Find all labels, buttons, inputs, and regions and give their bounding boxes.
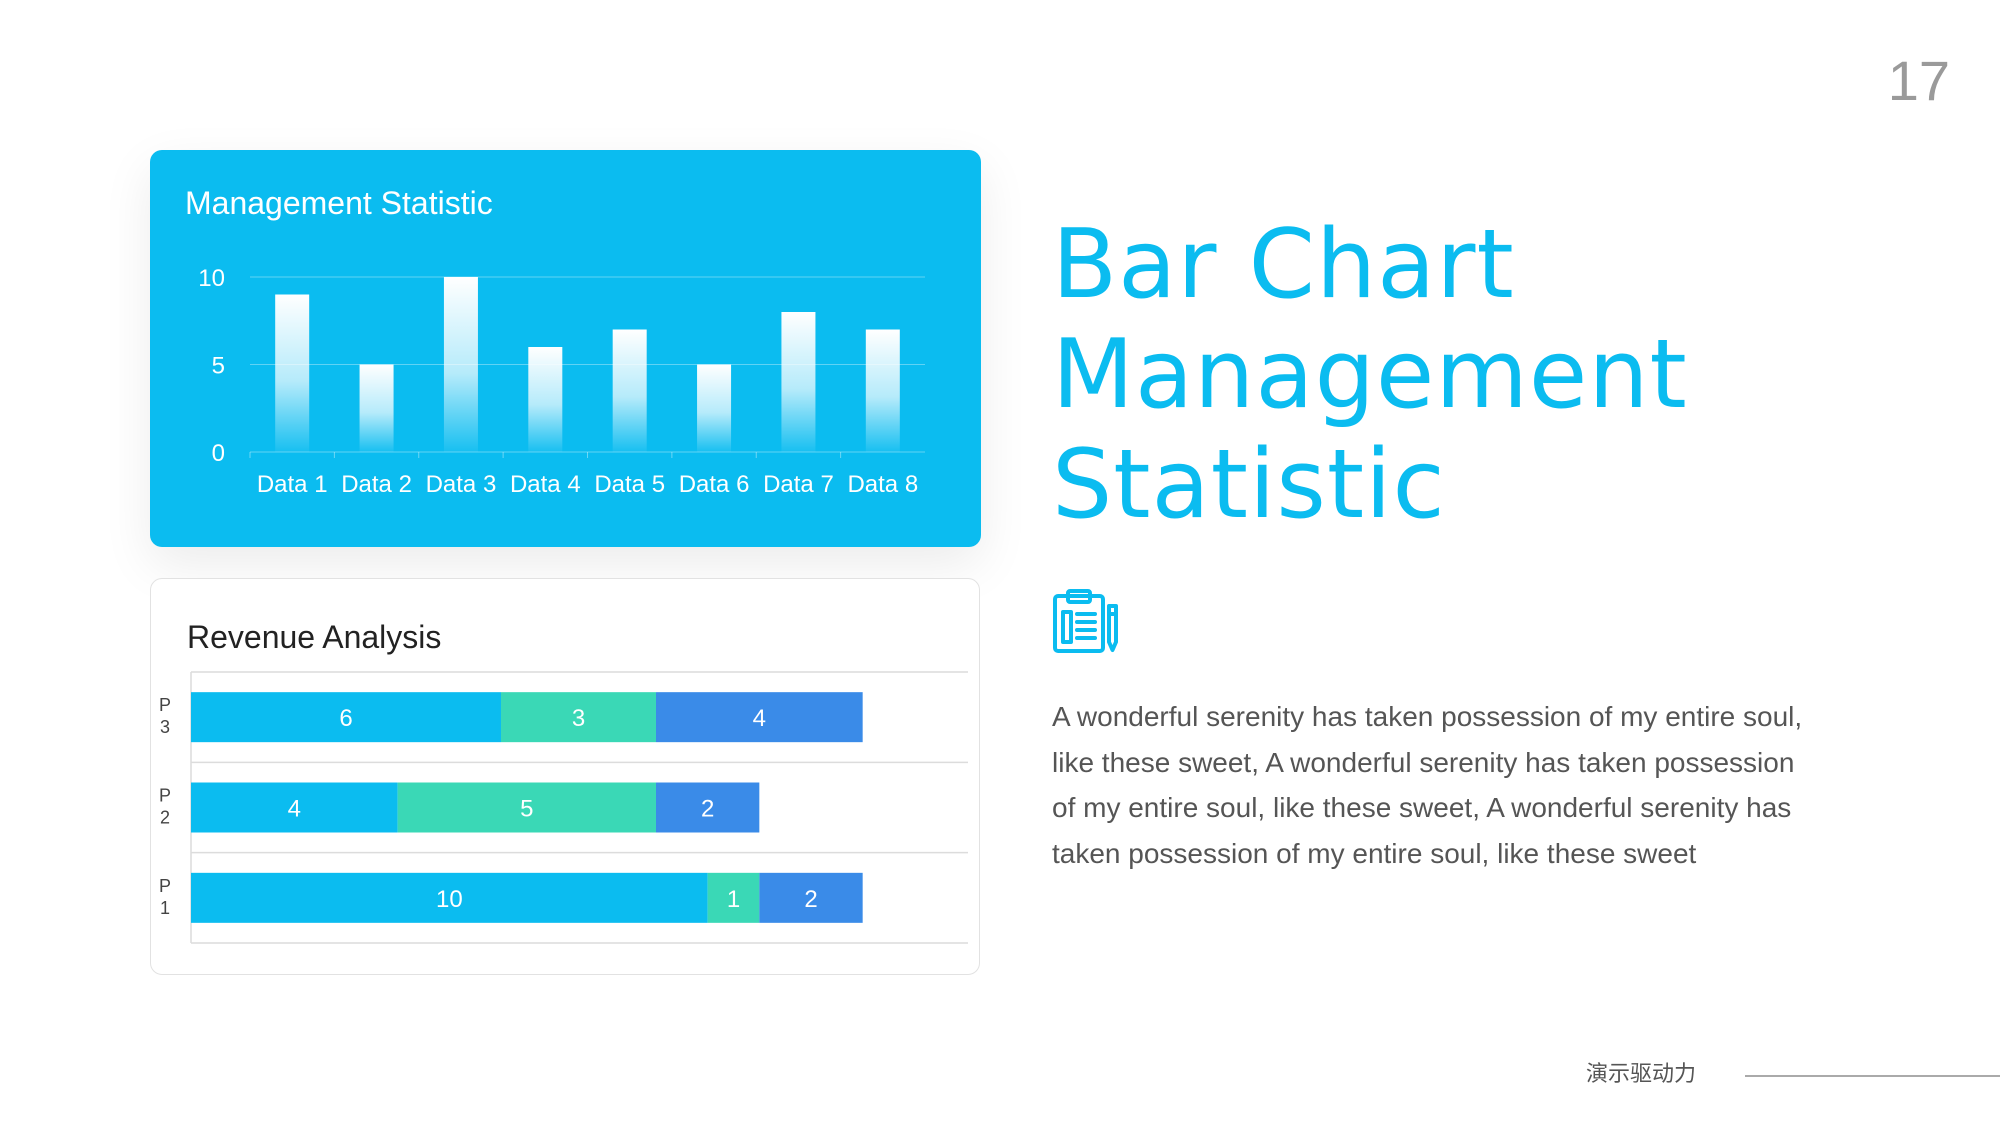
title-line-3: Statistic	[1052, 430, 1446, 540]
x-tick-label: Data 1	[257, 471, 328, 498]
description-paragraph: A wonderful serenity has taken possessio…	[1052, 701, 1803, 869]
footer-label: 演示驱动力	[1586, 1062, 1697, 1087]
page-number: 17	[1887, 49, 1950, 112]
clipboard-pencil-icon	[1052, 588, 1120, 659]
title-line-2: Management	[1052, 320, 1688, 430]
bar	[528, 347, 563, 452]
revenue-chart-title: Revenue Analysis	[187, 619, 442, 655]
y-tick-label: 3	[160, 717, 170, 737]
data-label: 3	[572, 705, 585, 732]
page-title: Bar Chart Management Statistic	[1052, 210, 1952, 540]
revenue-analysis-card: Revenue Analysis P 1 10 1 2 P 2 4 5 2 P 3 6 3 4	[150, 578, 980, 975]
bar-segment	[707, 872, 760, 923]
data-label: 5	[520, 796, 533, 823]
footer-divider	[1745, 1075, 2000, 1077]
x-tick-label: Data 3	[426, 471, 497, 498]
bar	[781, 312, 816, 452]
y-tick-label: 5	[212, 353, 225, 380]
x-tick-label: Data 5	[594, 471, 665, 498]
y-tick-label: P	[159, 695, 171, 715]
bar	[359, 364, 394, 452]
bar-segment	[656, 782, 760, 833]
bar-segment	[759, 872, 863, 923]
y-tick-label: 0	[212, 440, 225, 467]
y-tick-label: 2	[160, 808, 170, 828]
bar	[865, 329, 900, 452]
revenue-stacked-bar-chart: P1 10 1 2P2 4 5 2P3 6 3 4	[159, 671, 968, 944]
management-statistic-card: Management Statistic 0 5 10 Data 1 Data 2 Dat…	[150, 150, 981, 547]
data-label: 1	[727, 886, 740, 913]
bar-segment	[397, 782, 656, 833]
data-label: 6	[339, 705, 352, 732]
x-tick-label: Data 7	[763, 471, 834, 498]
management-bar-chart: 0 5 10 Data 1 Data 2 Data 3 Data 4 Data 5 Data 6…	[198, 265, 925, 498]
x-tick-label: Data 2	[341, 471, 412, 498]
bar	[275, 294, 310, 452]
bar-segment	[656, 692, 863, 743]
management-chart-title: Management Statistic	[185, 185, 493, 221]
bar-segment	[191, 872, 708, 923]
x-tick-label: Data 6	[679, 471, 750, 498]
y-tick-label: P	[159, 786, 171, 806]
y-tick-label: 10	[198, 265, 225, 292]
bar-segment	[191, 782, 398, 833]
x-tick-label: Data 8	[847, 471, 918, 498]
data-label: 4	[288, 796, 301, 823]
bar	[443, 277, 478, 452]
bar-segment	[501, 692, 656, 743]
data-label: 2	[804, 886, 817, 913]
data-label: 2	[701, 796, 714, 823]
y-tick-label: 1	[160, 898, 170, 918]
bar	[612, 329, 647, 452]
data-label: 10	[436, 886, 463, 913]
title-line-1: Bar Chart	[1052, 210, 1515, 320]
bar-segment	[191, 692, 501, 743]
y-tick-label: P	[159, 876, 171, 896]
x-tick-label: Data 4	[510, 471, 581, 498]
bar	[697, 364, 732, 452]
data-label: 4	[753, 705, 766, 732]
